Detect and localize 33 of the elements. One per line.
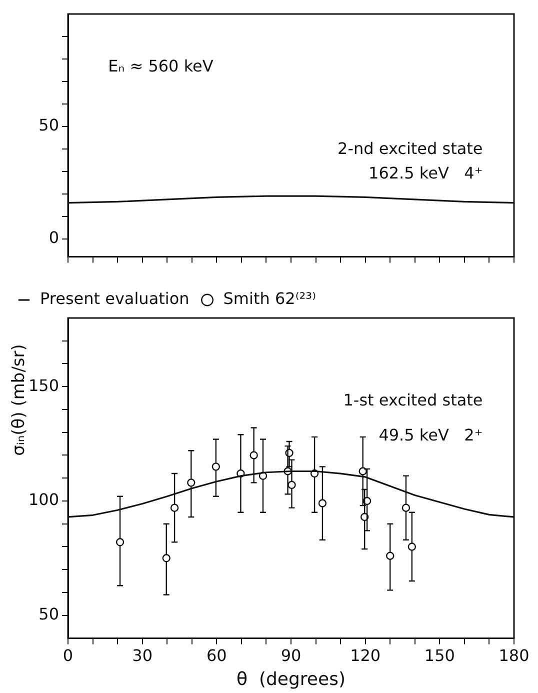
point (408, 542, 416, 551)
legend-label: Present evaluation (40, 289, 190, 308)
point (212, 462, 220, 471)
point (187, 478, 196, 487)
annotation: 2-nd excited state (338, 139, 483, 158)
x-tick-label: 120 (350, 646, 381, 665)
y-tick-label: 150 (28, 376, 59, 395)
x-tick-label: 0 (62, 646, 74, 665)
point (288, 480, 296, 490)
annotation: Eₙ ≈ 560 keV (108, 56, 214, 76)
point (358, 467, 367, 476)
point (170, 504, 179, 512)
annotation: 1-st excited state (343, 390, 483, 410)
point (162, 554, 170, 562)
x-axis-title: θ (degrees) (236, 668, 346, 690)
y-tick-label: 50 (38, 604, 59, 624)
point (318, 499, 327, 508)
annotation: 49.5 keV 2⁺ (378, 426, 483, 445)
y-tick-label: 0 (48, 228, 59, 247)
y-tick-label: 100 (28, 490, 59, 510)
x-tick-label: 60 (206, 646, 227, 665)
point (386, 552, 394, 560)
legend-label: Smith 62⁽²³⁾ (223, 289, 316, 308)
y-axis-title: σᵢₙ(θ) (mb/sr) (9, 344, 29, 456)
x-tick-label: 180 (498, 646, 530, 665)
annotation: 162.5 keV 4⁺ (368, 163, 483, 182)
x-tick-label: 30 (132, 646, 153, 665)
x-tick-label: 150 (424, 646, 455, 665)
point (402, 504, 410, 512)
point (250, 451, 258, 460)
y-tick-label: 50 (38, 116, 59, 135)
x-tick-label: 90 (280, 646, 302, 665)
point (116, 538, 124, 546)
